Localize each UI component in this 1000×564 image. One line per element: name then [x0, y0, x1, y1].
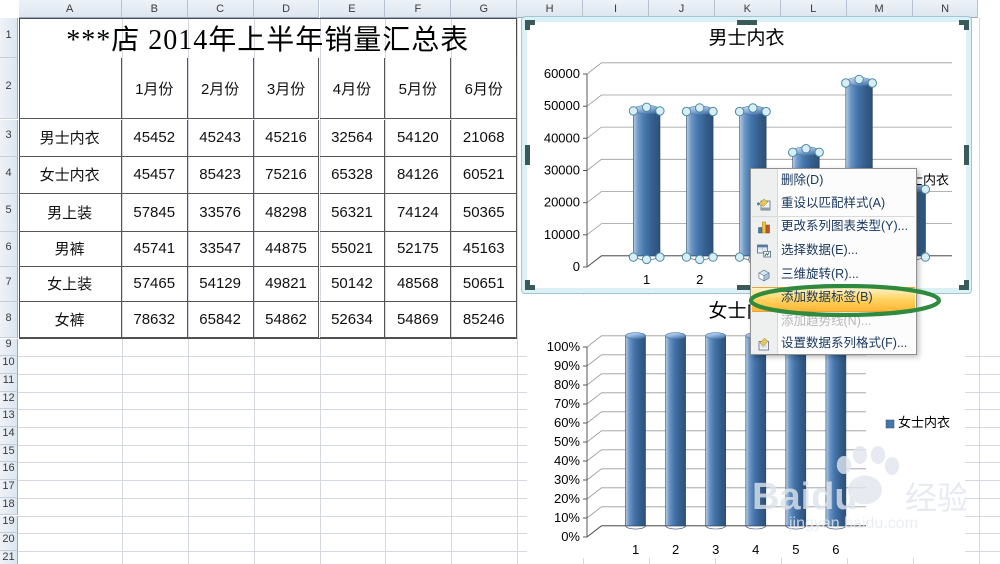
svg-text:2: 2: [672, 542, 679, 557]
svg-text:5: 5: [792, 542, 799, 557]
svg-text:0%: 0%: [561, 529, 580, 544]
svg-text:3: 3: [712, 542, 719, 557]
svg-text:100%: 100%: [547, 339, 581, 354]
svg-text:30000: 30000: [544, 163, 580, 178]
svg-text:经验: 经验: [905, 480, 966, 516]
svg-text:20%: 20%: [554, 491, 580, 506]
svg-text:jingyan.baidu.com: jingyan.baidu.com: [788, 515, 918, 532]
svg-text:80%: 80%: [554, 377, 580, 392]
svg-text:10%: 10%: [554, 510, 580, 525]
svg-text:50000: 50000: [544, 98, 580, 113]
svg-text:40%: 40%: [554, 453, 580, 468]
svg-text:20000: 20000: [544, 195, 580, 210]
svg-text:女士内衣: 女士内衣: [898, 415, 950, 430]
svg-text:40000: 40000: [544, 130, 580, 145]
svg-text:0: 0: [573, 259, 580, 274]
svg-text:Baidu: Baidu: [752, 476, 858, 518]
svg-text:70%: 70%: [554, 396, 580, 411]
svg-text:60000: 60000: [544, 66, 580, 81]
svg-text:90%: 90%: [554, 358, 580, 373]
svg-text:4: 4: [752, 542, 759, 557]
svg-text:6: 6: [832, 542, 839, 557]
svg-text:1: 1: [643, 272, 650, 287]
svg-text:10000: 10000: [544, 227, 580, 242]
svg-text:1: 1: [632, 542, 639, 557]
svg-text:2: 2: [696, 272, 703, 287]
svg-text:男士内衣: 男士内衣: [708, 27, 784, 49]
svg-text:60%: 60%: [554, 415, 580, 430]
svg-text:30%: 30%: [554, 472, 580, 487]
svg-text:50%: 50%: [554, 434, 580, 449]
